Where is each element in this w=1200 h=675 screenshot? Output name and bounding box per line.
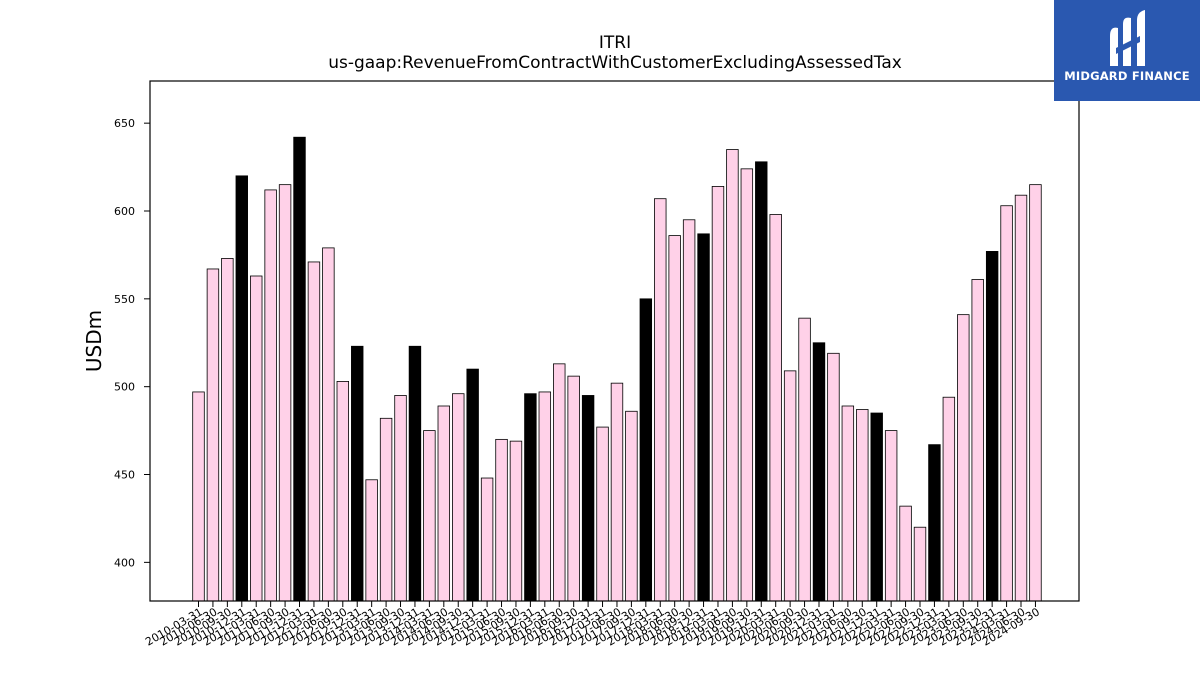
plot-frame [149, 80, 1080, 602]
x-axis-ticks: 2010-03-312010-06-302010-09-302010-12-31… [143, 601, 1042, 649]
chart-title: ITRI [599, 33, 631, 53]
bar-2023-12-31 [985, 251, 999, 602]
bar-2022-03-31 [884, 430, 898, 602]
bar-2011-06-30 [264, 189, 277, 602]
bar-2022-06-30 [899, 505, 912, 602]
bar-2013-03-31 [365, 479, 378, 602]
bar-2010-03-31 [192, 391, 205, 602]
bar-2016-06-30 [553, 363, 566, 602]
bars-group [192, 136, 1042, 602]
bar-2014-12-31 [466, 368, 479, 602]
bar-2022-09-30 [913, 526, 927, 602]
bar-2015-09-30 [509, 440, 523, 602]
bar-2019-06-30 [726, 149, 739, 602]
y-axis-label: USDm [82, 310, 106, 372]
bar-2011-12-31 [293, 136, 306, 602]
bar-2020-12-31 [812, 342, 826, 602]
bar-2020-09-30 [798, 317, 811, 602]
bar-2017-06-30 [610, 382, 624, 602]
bar-2011-03-31 [250, 275, 263, 602]
bar-2015-03-31 [480, 477, 494, 602]
y-axis-ticks: 400 450 500 550 600 650 [114, 117, 150, 569]
bar-2012-03-31 [307, 261, 321, 602]
bar-2016-03-31 [538, 391, 552, 602]
bar-2014-06-30 [437, 405, 451, 602]
bar-2015-12-31 [524, 393, 537, 602]
y-tick-label: 600 [114, 205, 135, 218]
bar-2012-09-30 [336, 381, 350, 602]
bar-2015-06-30 [495, 438, 508, 602]
midgard-logo-mark-icon [1110, 10, 1145, 67]
bar-2018-06-30 [668, 235, 681, 602]
bar-2010-09-30 [221, 258, 234, 602]
y-tick-label: 500 [114, 381, 135, 394]
bar-2012-12-31 [351, 345, 364, 602]
chart-subtitle: us-gaap:RevenueFromContractWithCustomerE… [328, 53, 902, 73]
bar-2023-03-31 [942, 396, 956, 602]
bar-2020-03-31 [769, 214, 782, 602]
bar-2019-12-31 [755, 161, 768, 602]
bar-2017-03-31 [596, 426, 609, 602]
midgard-finance-logo: MIDGARD FINANCE [1054, 0, 1200, 101]
y-tick-label: 400 [114, 556, 135, 569]
bar-2012-06-30 [322, 247, 335, 602]
bar-2016-09-30 [567, 375, 580, 602]
bar-2021-06-30 [841, 405, 855, 602]
bar-2013-12-31 [408, 345, 422, 602]
y-tick-label: 550 [114, 293, 135, 306]
bar-2021-03-31 [827, 352, 840, 602]
bar-2019-03-31 [711, 186, 725, 602]
bar-2019-09-30 [740, 168, 754, 602]
logo-brand-text: MIDGARD FINANCE [1064, 69, 1190, 83]
bar-2017-09-30 [625, 410, 638, 602]
bar-2013-09-30 [394, 395, 407, 602]
bar-2018-12-31 [697, 233, 710, 602]
bar-2018-09-30 [682, 219, 696, 602]
bar-2020-06-30 [783, 370, 797, 602]
bar-2024-09-30 [1029, 184, 1042, 602]
bar-2023-06-30 [957, 314, 970, 602]
bar-2013-06-30 [379, 417, 393, 602]
bar-2018-03-31 [654, 198, 667, 602]
bar-2010-12-31 [235, 175, 248, 602]
bar-2022-12-31 [928, 444, 941, 602]
bar-2024-03-31 [1000, 205, 1013, 602]
bar-2011-09-30 [278, 184, 292, 602]
bar-2016-12-31 [581, 395, 595, 602]
y-tick-label: 450 [114, 469, 135, 482]
bar-2021-12-31 [870, 412, 883, 602]
bar-2010-06-30 [206, 268, 220, 602]
bar-2017-12-31 [639, 298, 653, 602]
bar-2023-09-30 [971, 279, 984, 602]
y-tick-label: 650 [114, 117, 135, 130]
bar-2021-09-30 [856, 409, 869, 602]
bar-2014-09-30 [452, 393, 465, 602]
bar-2014-03-31 [423, 430, 436, 602]
bar-2024-06-30 [1014, 194, 1028, 602]
